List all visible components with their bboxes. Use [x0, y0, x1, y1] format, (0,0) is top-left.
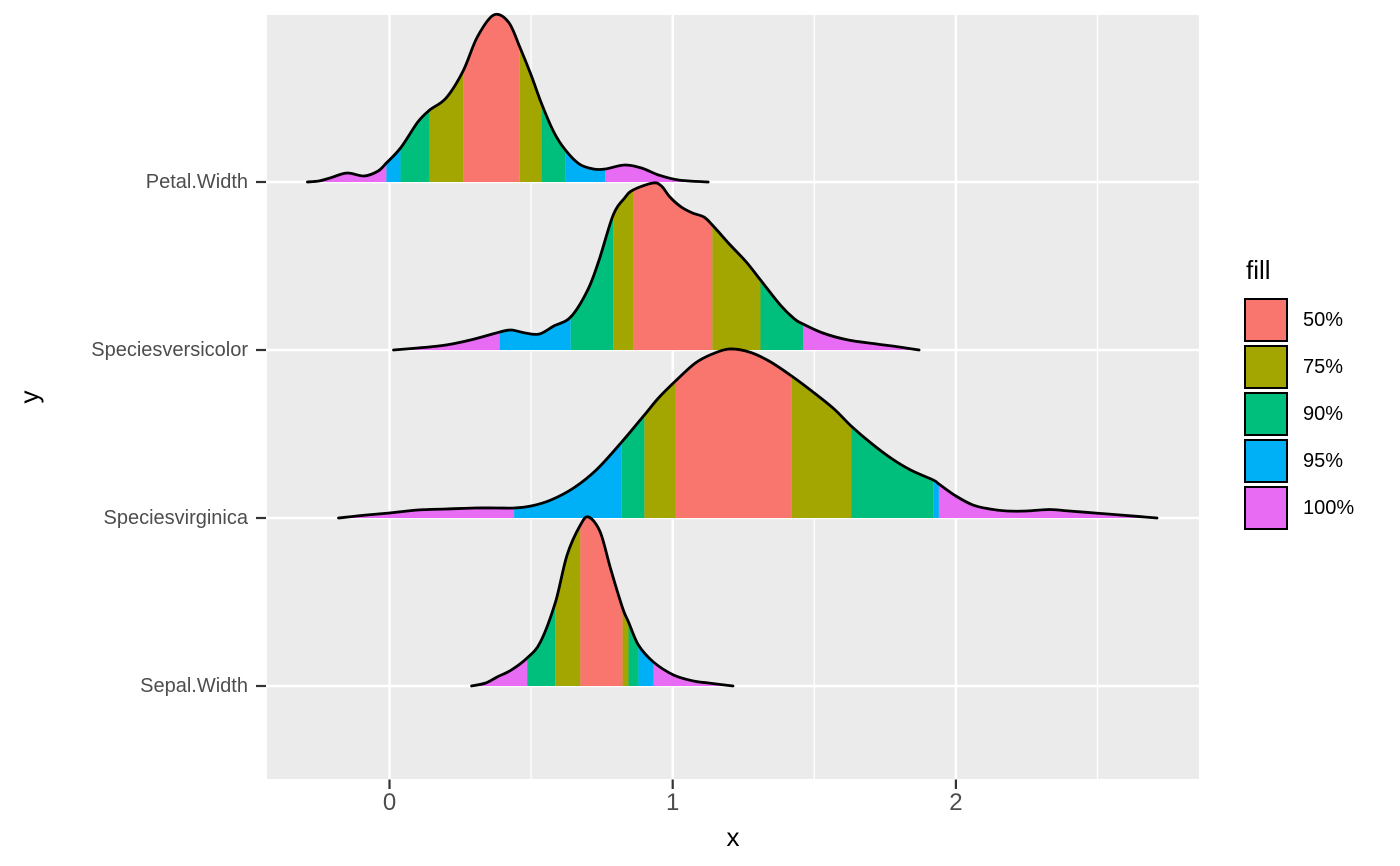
ridge-Speciesvirginica-band-75: [644, 380, 676, 518]
x-tick-label-0: 0: [382, 789, 397, 816]
x-tick-label-2: 2: [949, 789, 963, 816]
legend-item-75%: 75%: [1244, 345, 1354, 389]
ridge-Speciesversicolor-band-100: [802, 323, 920, 350]
y-tick-label-Speciesvirginica: Speciesvirginica: [103, 507, 248, 529]
legend-items: 50% 75% 90% 95% 100%: [1244, 298, 1354, 530]
ridge-Speciesversicolor-band-100: [393, 331, 500, 350]
legend-label: 50%: [1303, 308, 1344, 331]
ridge-Speciesversicolor-band-95: [499, 316, 571, 350]
legend-title: fill: [1246, 255, 1271, 285]
y-axis-title: y: [14, 390, 44, 404]
ridge-Petal.Width-band-95: [386, 147, 401, 182]
ridge-Sepal.Width-band-50: [580, 516, 623, 686]
ridge-Sepal.Width-band-100: [653, 662, 733, 686]
legend-swatch-100%: [1244, 486, 1288, 530]
legend-label: 100%: [1303, 496, 1355, 519]
legend-item-100%: 100%: [1244, 486, 1354, 530]
ridge-Sepal.Width-band-100: [471, 657, 528, 686]
y-tick-label-Petal.Width: Petal.Width: [145, 171, 248, 193]
ridge-Speciesversicolor-band-50: [633, 182, 713, 350]
ridge-Speciesvirginica-outline: [337, 347, 1159, 520]
ridge-Petal.Width-band-90: [400, 109, 430, 182]
legend: fill 50% 75% 90% 95% 100%: [1244, 256, 1354, 533]
ridge-Speciesvirginica-band-100: [938, 484, 1157, 518]
ridge-Speciesversicolor-band-75: [712, 225, 761, 350]
ridge-Speciesversicolor-band-75: [613, 190, 634, 350]
legend-item-90%: 90%: [1244, 392, 1354, 436]
legend-label: 90%: [1303, 402, 1344, 425]
legend-label: 95%: [1303, 449, 1344, 472]
ridge-Speciesvirginica-band-50: [675, 348, 792, 518]
x-tick-label-1: 1: [666, 789, 680, 816]
ridge-Sepal.Width-band-75: [555, 525, 581, 686]
ridge-Sepal.Width-band-90: [628, 622, 639, 686]
ridge-Sepal.Width-outline: [470, 515, 735, 688]
legend-swatch-95%: [1244, 439, 1288, 483]
legend-item-95%: 95%: [1244, 439, 1354, 483]
ridge-Speciesversicolor: [392, 181, 921, 352]
ridge-Petal.Width-band-75: [519, 46, 542, 182]
legend-label: 75%: [1303, 355, 1344, 378]
ridge-Speciesvirginica: [337, 347, 1159, 520]
ridge-Petal.Width-band-90: [541, 102, 566, 182]
ridge-Speciesvirginica-band-95: [933, 480, 939, 518]
ridge-Sepal.Width-band-75: [622, 607, 629, 686]
ridge-Petal.Width-band-50: [463, 14, 520, 182]
ridge-Sepal.Width: [470, 515, 735, 688]
ridge-Speciesvirginica-band-100: [338, 507, 515, 518]
ridge-Speciesvirginica-band-90: [621, 415, 645, 518]
legend-item-50%: 50%: [1244, 298, 1354, 342]
ridge-Petal.Width-band-75: [429, 70, 464, 182]
y-tick-label-Speciesversicolor: Speciesversicolor: [91, 339, 248, 361]
x-axis-title: x: [726, 822, 740, 852]
ridge-Speciesversicolor-outline: [392, 181, 921, 352]
ridge-Petal.Width: [306, 12, 710, 184]
ridge-Petal.Width-band-95: [565, 149, 606, 182]
ridge-Speciesvirginica-band-90: [851, 426, 934, 518]
y-tick-label-Sepal.Width: Sepal.Width: [140, 675, 248, 697]
ridge-Sepal.Width-band-95: [638, 645, 654, 686]
legend-swatch-50%: [1244, 298, 1288, 342]
ridge-Petal.Width-band-100: [605, 164, 709, 182]
ridge-Petal.Width-band-100: [307, 163, 387, 182]
legend-swatch-90%: [1244, 392, 1288, 436]
ridge-Petal.Width-outline: [306, 12, 710, 184]
legend-swatch-75%: [1244, 345, 1288, 389]
ridge-Speciesvirginica-band-95: [514, 441, 622, 518]
ridge-Speciesversicolor-band-90: [760, 279, 803, 350]
